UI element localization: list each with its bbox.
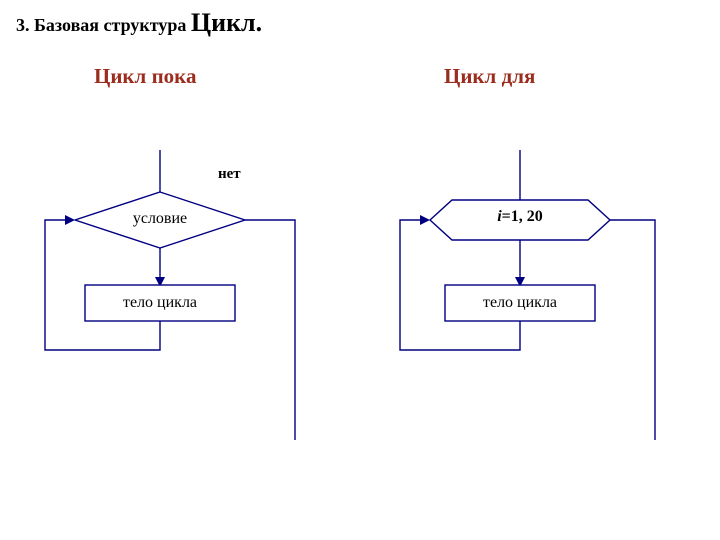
exit-label: нет	[218, 166, 241, 183]
page: 3. Базовая структура Цикл. Цикл пока Цик…	[0, 0, 720, 540]
edge-exit	[245, 220, 295, 440]
body-label-for: тело цикла	[445, 285, 595, 321]
page-title: 3. Базовая структура Цикл.	[16, 8, 262, 38]
loop-range: =1, 20	[502, 208, 543, 225]
decision-label: условие	[30, 210, 290, 228]
subtitle-while: Цикл пока	[94, 64, 196, 89]
flowchart-while: условие тело цикла нет	[30, 140, 320, 460]
edge-exit-for	[610, 220, 655, 440]
body-label-while: тело цикла	[85, 285, 235, 321]
subtitle-for: Цикл для	[444, 64, 535, 89]
loop-header-label: i=1, 20	[430, 208, 610, 226]
title-prefix: 3. Базовая структура	[16, 15, 191, 35]
flowchart-for: i=1, 20 тело цикла	[380, 140, 680, 460]
title-main: Цикл.	[191, 8, 262, 37]
